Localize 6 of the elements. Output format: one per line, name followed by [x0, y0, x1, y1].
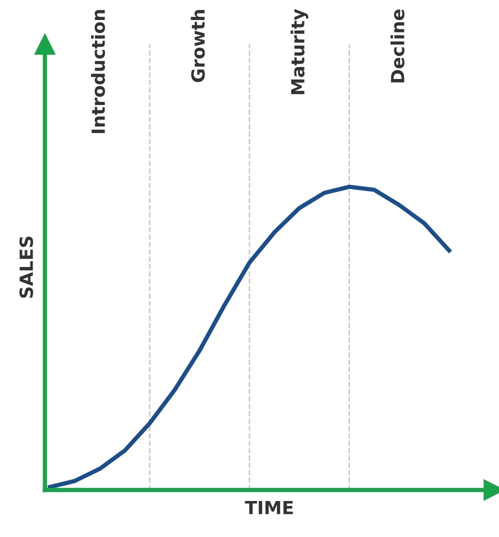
text: Maturity — [290, 8, 308, 94]
x-axis-title: TIME — [244, 500, 293, 514]
text: Growth — [190, 10, 205, 82]
y-axis-title: SALES — [19, 236, 34, 298]
text: Decline — [390, 10, 404, 82]
text: Introduction — [91, 10, 106, 134]
